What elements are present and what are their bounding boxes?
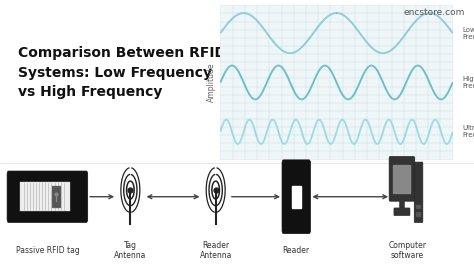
FancyBboxPatch shape bbox=[414, 162, 423, 222]
Text: Ultra-high
Frequency: Ultra-high Frequency bbox=[462, 125, 474, 138]
Text: High
Frequency: High Frequency bbox=[462, 76, 474, 89]
Bar bbox=[416, 205, 420, 208]
Text: encstore.com: encstore.com bbox=[403, 8, 465, 17]
Text: Time: Time bbox=[223, 0, 241, 1]
FancyBboxPatch shape bbox=[394, 208, 410, 216]
Text: Low
Frequency: Low Frequency bbox=[462, 27, 474, 40]
Text: Amplitude: Amplitude bbox=[207, 63, 216, 102]
Text: Passive RFID tag: Passive RFID tag bbox=[16, 246, 79, 255]
Text: Reader: Reader bbox=[283, 246, 310, 255]
Bar bbox=[20, 182, 70, 211]
Bar bbox=[393, 165, 410, 193]
Bar bbox=[292, 186, 301, 208]
Text: Computer
software: Computer software bbox=[389, 241, 427, 260]
FancyBboxPatch shape bbox=[389, 156, 415, 201]
FancyBboxPatch shape bbox=[7, 171, 88, 222]
Text: Tag
Antenna: Tag Antenna bbox=[114, 241, 146, 260]
FancyBboxPatch shape bbox=[282, 160, 310, 234]
Text: Comparison Between RFID
Systems: Low Frequency
vs High Frequency: Comparison Between RFID Systems: Low Fre… bbox=[18, 46, 226, 99]
Bar bbox=[416, 212, 420, 216]
Bar bbox=[52, 186, 61, 208]
Text: Reader
Antenna: Reader Antenna bbox=[200, 241, 232, 260]
